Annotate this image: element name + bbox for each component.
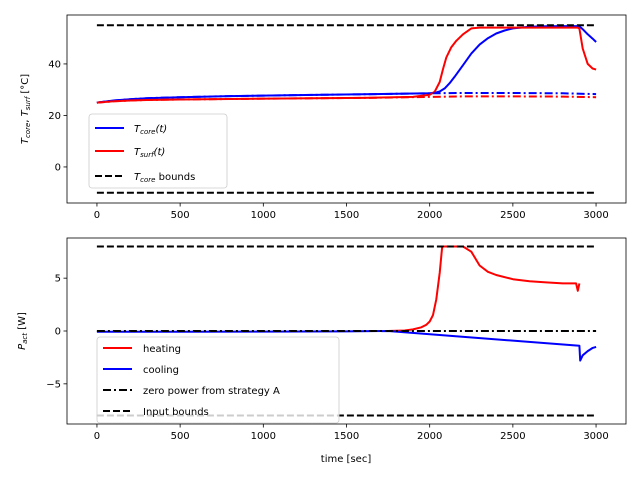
x-tick-label: 1000 — [251, 431, 276, 442]
series-t-core-strategy-a — [96, 92, 597, 104]
bottom-subplot: 0 500 1000 1500 2000 2500 3000 −5 0 5 Pact [W] t… — [17, 237, 627, 465]
x-tick-label: 3000 — [583, 210, 608, 221]
x-tick-label: 0 — [94, 431, 100, 442]
y-tick-label: 0 — [55, 327, 61, 338]
series-cooling — [96, 330, 597, 362]
x-tick-label: 2500 — [500, 210, 525, 221]
x-tick-label: 2000 — [417, 210, 442, 221]
y-tick-label: −5 — [46, 379, 61, 390]
x-tick-label: 3000 — [583, 431, 608, 442]
legend-label-cooling: cooling — [143, 365, 179, 376]
x-tick-label: 2000 — [417, 431, 442, 442]
series-t-surf-strategy-a — [96, 95, 597, 104]
top-legend: Tcore(t) Tsurf(t) Tcore bounds — [88, 113, 228, 189]
legend-label-zero-power: zero power from strategy A — [143, 386, 280, 397]
top-y-axis-label: Tcore, Tsurf [°C] — [20, 74, 32, 144]
x-tick-label: 1000 — [251, 210, 276, 221]
y-tick-label: 5 — [55, 274, 61, 285]
bottom-y-axis-label: Pact [W] — [17, 312, 29, 350]
y-tick-label: 20 — [48, 111, 61, 122]
x-tick-label: 500 — [171, 210, 190, 221]
legend-label-tcore: Tcore(t) — [134, 124, 167, 136]
bottom-legend: heating cooling zero power from strategy… — [96, 336, 340, 424]
bottom-x-axis-label: time [sec] — [321, 454, 372, 465]
legend-label-tcore-bounds: Tcore bounds — [134, 172, 195, 184]
y-tick-label: 40 — [48, 59, 61, 70]
x-tick-label: 1500 — [334, 431, 359, 442]
y-tick-label: 0 — [55, 162, 61, 173]
x-tick-label: 0 — [94, 210, 100, 221]
top-subplot: 0 500 1000 1500 2000 2500 3000 0 20 40 Tcore, Ts… — [20, 14, 627, 221]
legend-label-heating: heating — [143, 344, 181, 355]
legend-label-tsurf: Tsurf(t) — [134, 147, 165, 159]
x-tick-label: 2500 — [500, 431, 525, 442]
x-tick-label: 1500 — [334, 210, 359, 221]
legend-label-input-bounds: Input bounds — [143, 407, 209, 418]
x-tick-label: 500 — [171, 431, 190, 442]
